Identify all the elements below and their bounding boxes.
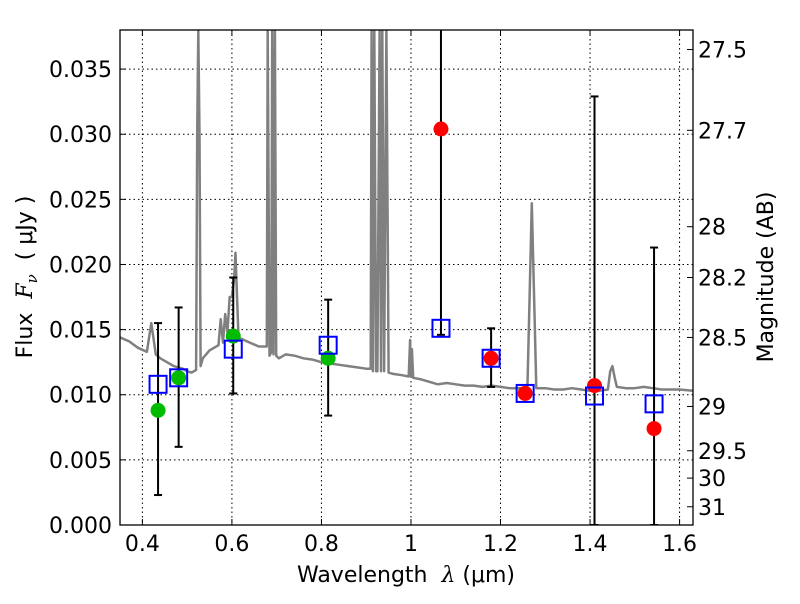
y2-tick-label: 27.5 [698, 39, 747, 64]
x-tick-label: 1.2 [483, 532, 518, 557]
x-tick-label: 1.6 [662, 532, 697, 557]
y2-tick-label: 27.7 [698, 119, 747, 144]
model-photometry-square-3 [318, 335, 338, 355]
y-tick-label: 0.035 [49, 58, 112, 83]
nondetection-point-1 [483, 350, 499, 366]
nondetection-point-0 [433, 121, 449, 137]
y-tick-label: 0.005 [49, 449, 112, 474]
x-tick-label: 1.4 [573, 532, 608, 557]
y-tick-label: 0.000 [49, 514, 112, 539]
model-spectrum-line [120, 30, 693, 393]
x-axis-label: Wavelength λ (μm) [297, 563, 515, 588]
detection-point-1 [171, 370, 187, 386]
y-tick-label: 0.020 [49, 253, 112, 278]
model-photometry-square-7 [585, 386, 605, 406]
detection-point-0 [150, 402, 166, 418]
plot-frame [119, 29, 694, 526]
grid-lines [120, 30, 693, 525]
x-tick-label: 0.4 [125, 532, 160, 557]
y-tick-label: 0.015 [49, 319, 112, 344]
x-tick-label: 1 [404, 532, 418, 557]
model-photometry-square-6 [515, 383, 535, 403]
x-tick-label: 0.8 [304, 532, 339, 557]
model-photometry-square-4 [431, 318, 451, 338]
nondetection-point-3 [587, 378, 603, 394]
y2-tick-label: 30 [698, 467, 726, 492]
x-tick-label: 0.6 [214, 532, 249, 557]
plot-area [120, 30, 693, 525]
y2-tick-label: 31 [698, 496, 726, 521]
nondetection-point-4 [646, 421, 662, 437]
y2-tick-label: 28.2 [698, 267, 747, 292]
y2-tick-label: 29.5 [698, 440, 747, 465]
model-photometry-square-2 [223, 339, 243, 359]
secondary-y-axis-label: Magnitude (AB) [754, 192, 779, 363]
y-axis-label: Flux Fν ( μJy ) [13, 196, 41, 359]
axis-ticks: 0.4 0.6 0.8 1 1.2 1.4 1.6 0.000 0.005 0.010 0.015 0… [49, 30, 747, 557]
y-tick-label: 0.030 [49, 123, 112, 148]
y-tick-label: 0.010 [49, 384, 112, 409]
y2-tick-label: 29 [698, 395, 726, 420]
model-photometry-square-5 [481, 348, 501, 368]
nondetection-point-2 [517, 385, 533, 401]
model-photometry-square-0 [148, 374, 168, 394]
model-photometry-square-8 [644, 394, 664, 414]
y-tick-label: 0.025 [49, 188, 112, 213]
y2-tick-label: 28 [698, 216, 726, 241]
y2-tick-label: 28.5 [698, 326, 747, 351]
model-photometry-square-1 [169, 368, 189, 388]
